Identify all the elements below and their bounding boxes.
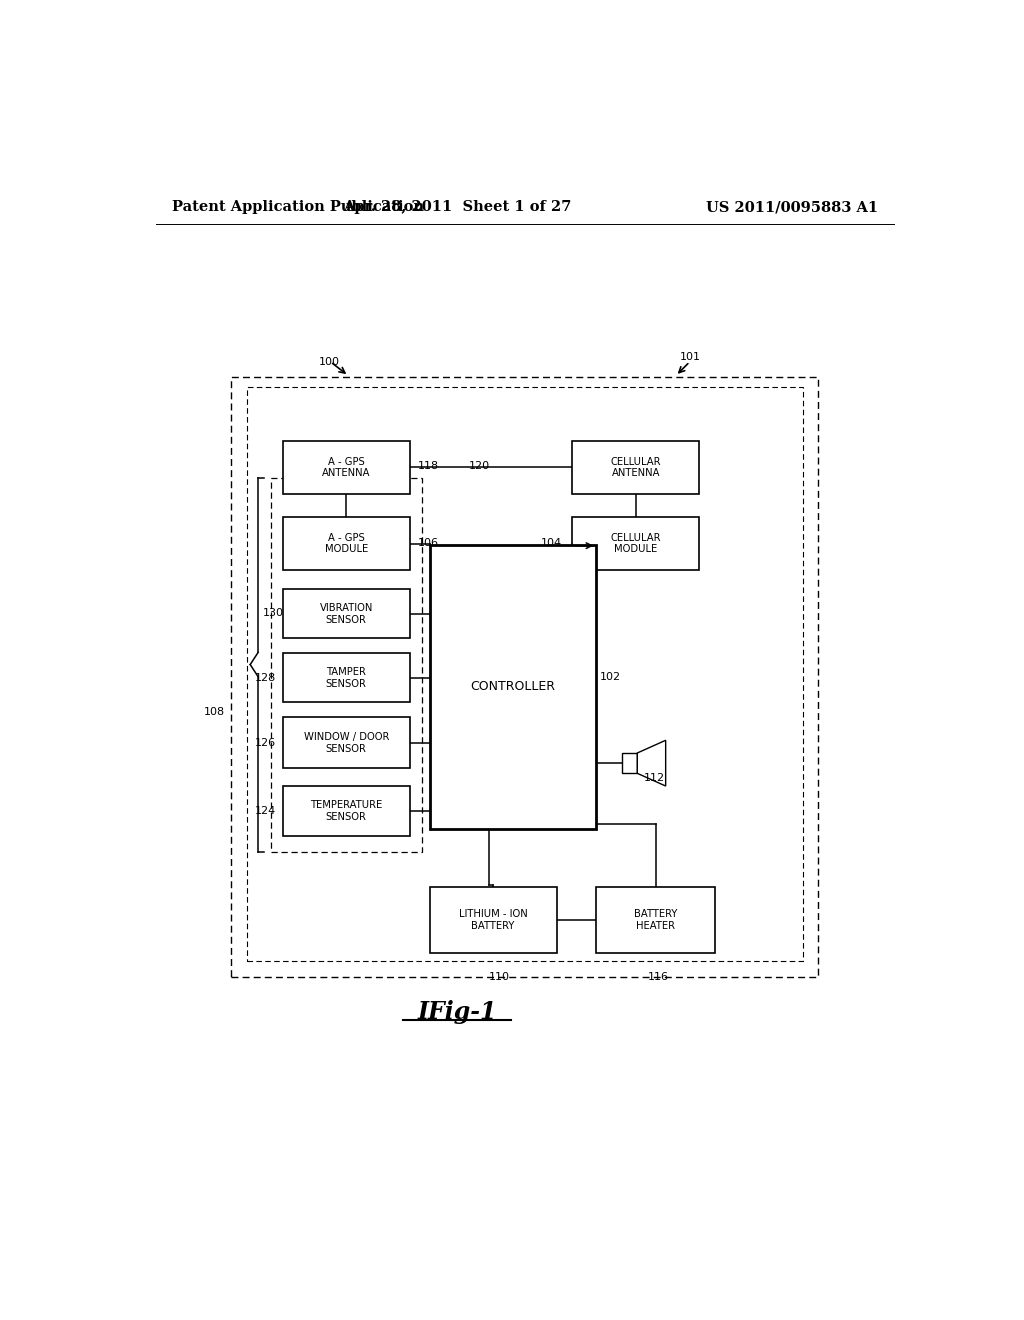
Bar — [231, 378, 818, 977]
Text: TAMPER
SENSOR: TAMPER SENSOR — [326, 667, 367, 689]
Bar — [270, 478, 422, 851]
Bar — [430, 545, 596, 829]
Text: 120: 120 — [469, 462, 490, 471]
Text: 102: 102 — [600, 672, 622, 681]
Text: 112: 112 — [644, 774, 665, 783]
Bar — [596, 887, 715, 953]
Text: Patent Application Publication: Patent Application Publication — [172, 201, 424, 214]
Text: 124: 124 — [255, 807, 276, 816]
Bar — [622, 752, 637, 774]
Polygon shape — [637, 741, 666, 785]
Text: Apr. 28, 2011  Sheet 1 of 27: Apr. 28, 2011 Sheet 1 of 27 — [343, 201, 571, 214]
Bar — [283, 589, 410, 638]
Bar — [430, 887, 557, 953]
Bar — [283, 785, 410, 837]
Bar — [283, 718, 410, 768]
Text: 110: 110 — [489, 972, 510, 982]
Text: 116: 116 — [648, 972, 669, 982]
Text: TEMPERATURE
SENSOR: TEMPERATURE SENSOR — [310, 800, 382, 822]
Text: 101: 101 — [680, 351, 700, 362]
Bar — [572, 441, 699, 494]
Text: 104: 104 — [541, 537, 562, 548]
Text: CELLULAR
MODULE: CELLULAR MODULE — [610, 533, 662, 554]
Text: WINDOW / DOOR
SENSOR: WINDOW / DOOR SENSOR — [303, 733, 389, 754]
Text: VIBRATION
SENSOR: VIBRATION SENSOR — [319, 603, 373, 624]
Text: 126: 126 — [255, 738, 276, 748]
Text: 106: 106 — [418, 537, 438, 548]
Text: LITHIUM - ION
BATTERY: LITHIUM - ION BATTERY — [459, 909, 527, 931]
Bar — [283, 517, 410, 570]
Bar — [247, 387, 803, 961]
Text: 108: 108 — [204, 708, 224, 717]
Text: US 2011/0095883 A1: US 2011/0095883 A1 — [706, 201, 878, 214]
Text: CELLULAR
ANTENNA: CELLULAR ANTENNA — [610, 457, 662, 478]
Text: A - GPS
MODULE: A - GPS MODULE — [325, 533, 368, 554]
Text: BATTERY
HEATER: BATTERY HEATER — [634, 909, 678, 931]
Text: 100: 100 — [318, 356, 340, 367]
Text: 128: 128 — [255, 673, 276, 682]
Text: CONTROLLER: CONTROLLER — [470, 680, 555, 693]
Bar — [283, 441, 410, 494]
Text: 130: 130 — [263, 607, 284, 618]
Bar — [572, 517, 699, 570]
Bar — [283, 653, 410, 702]
Text: 118: 118 — [418, 462, 439, 471]
Text: IFig-1: IFig-1 — [418, 1001, 497, 1024]
Text: A - GPS
ANTENNA: A - GPS ANTENNA — [322, 457, 371, 478]
